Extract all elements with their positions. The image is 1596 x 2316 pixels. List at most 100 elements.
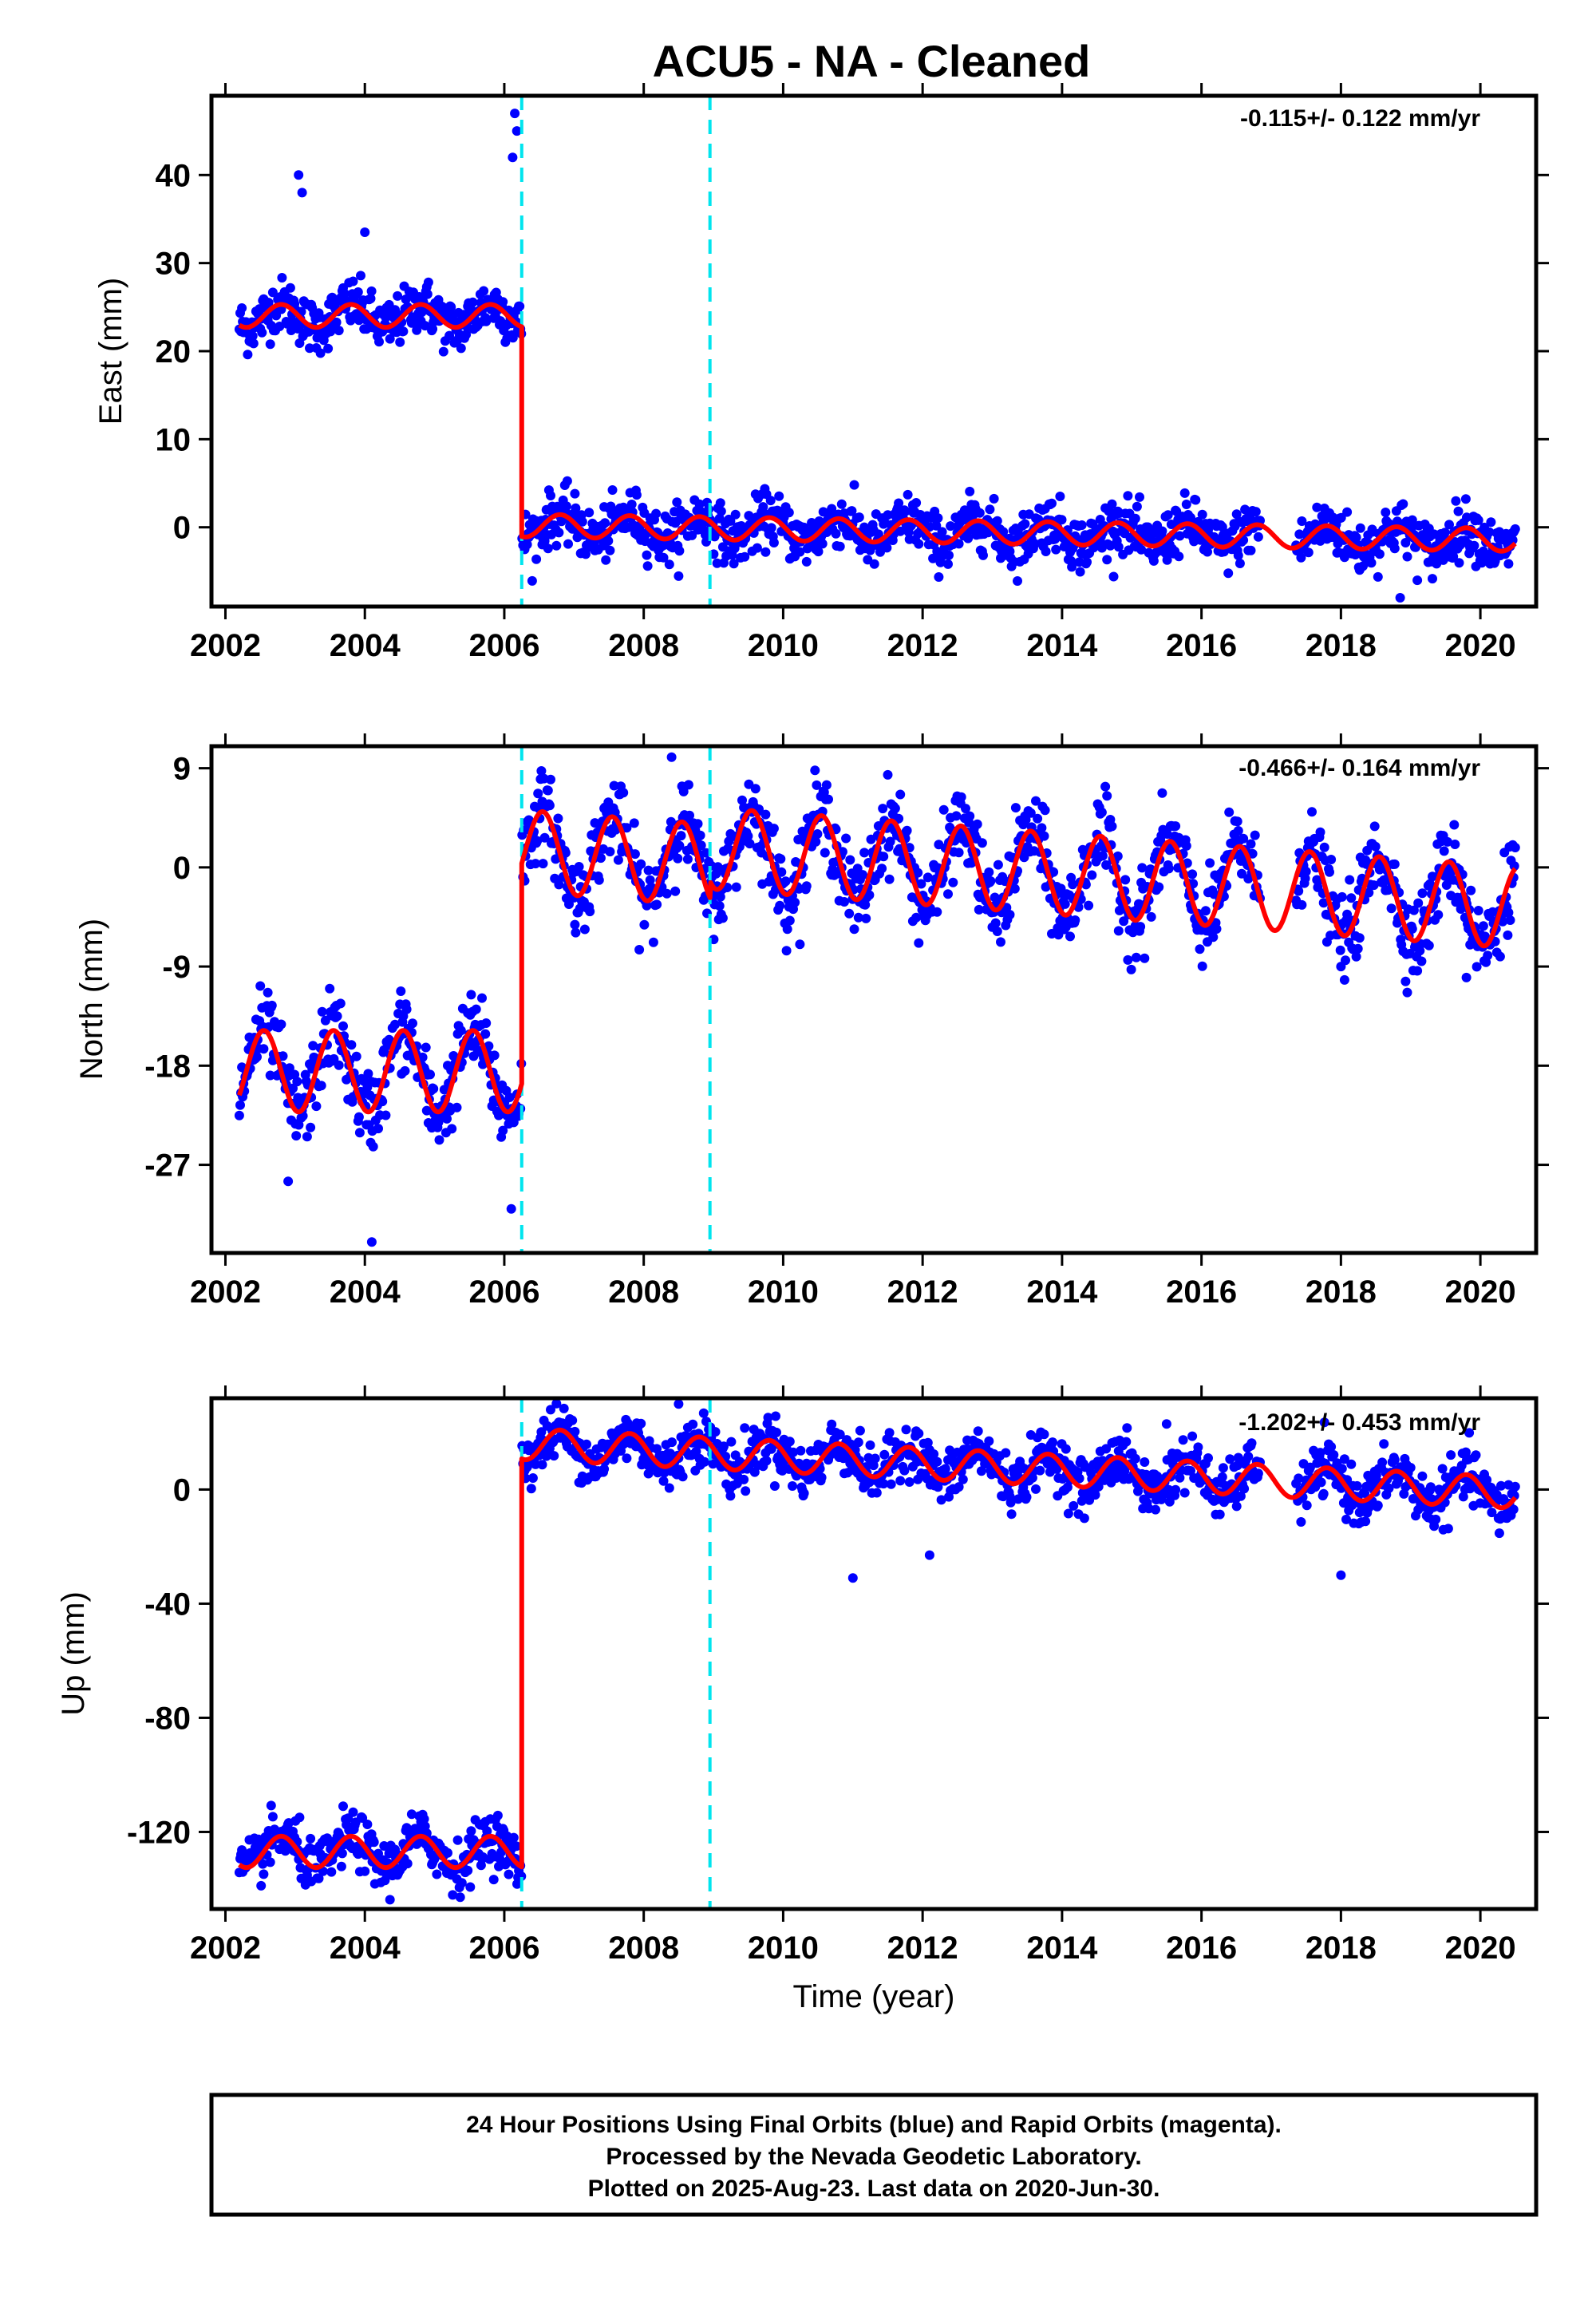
data-point	[1140, 953, 1150, 963]
data-point	[553, 813, 563, 824]
data-point	[740, 551, 750, 562]
data-point	[306, 1833, 316, 1844]
data-point	[1048, 1437, 1057, 1448]
data-point	[1084, 900, 1094, 911]
data-point	[796, 1445, 806, 1456]
data-point	[302, 1132, 312, 1142]
data-point	[1187, 869, 1198, 879]
data-point	[652, 899, 662, 910]
data-point	[715, 498, 725, 508]
data-point	[292, 1077, 302, 1087]
data-point	[820, 848, 830, 858]
data-point	[613, 855, 623, 865]
data-point	[1215, 1509, 1225, 1520]
data-point	[1507, 535, 1518, 545]
data-point	[1174, 551, 1184, 562]
panel-north: North (mm) -0.466+/- 0.164 mm/yr 90-9-18…	[74, 733, 1549, 1310]
data-point	[666, 816, 676, 827]
data-point	[932, 1456, 942, 1467]
data-point	[824, 794, 833, 804]
data-point	[1294, 529, 1305, 539]
data-point	[799, 1488, 809, 1499]
panel-up: Up (mm) -1.202+/- 0.453 mm/yr 0-40-80-12…	[56, 1385, 1549, 1966]
data-point	[1047, 498, 1057, 508]
x-tick-label: 2008	[608, 628, 679, 663]
data-point	[1495, 951, 1505, 962]
data-point	[883, 769, 893, 780]
data-point	[670, 886, 681, 896]
data-point	[914, 1429, 924, 1439]
data-point	[531, 859, 541, 869]
data-point	[526, 1484, 536, 1494]
data-point	[252, 1052, 262, 1062]
data-point	[1483, 951, 1493, 961]
data-point	[626, 500, 637, 509]
data-point	[1307, 807, 1317, 817]
data-point	[1231, 509, 1242, 520]
data-point	[1123, 491, 1133, 501]
data-point	[904, 1477, 915, 1487]
data-point	[760, 809, 771, 820]
data-point	[1353, 943, 1363, 954]
data-point	[1402, 987, 1412, 998]
data-point	[1217, 522, 1227, 532]
panel-east-model-curve	[237, 302, 1517, 554]
data-point	[895, 789, 906, 800]
data-point	[1471, 1450, 1481, 1460]
data-point	[984, 1436, 994, 1446]
data-point-outlier	[508, 152, 518, 163]
data-point	[1163, 510, 1173, 520]
data-point	[346, 1040, 357, 1050]
data-point	[827, 504, 837, 514]
data-point	[1407, 515, 1417, 525]
data-point	[571, 503, 581, 513]
x-tick-label: 2018	[1306, 628, 1377, 663]
data-point	[1428, 574, 1437, 584]
y-tick-label: 10	[156, 422, 192, 457]
data-point	[958, 1474, 968, 1484]
data-point	[1123, 954, 1133, 965]
data-point	[1335, 945, 1345, 955]
panel-east-points	[234, 109, 1520, 603]
data-point	[1405, 1463, 1416, 1472]
data-point	[700, 530, 710, 539]
data-point	[739, 1474, 749, 1484]
data-point	[527, 1473, 538, 1483]
data-point	[664, 559, 674, 570]
data-point	[336, 1861, 346, 1871]
data-point	[1178, 1435, 1188, 1445]
data-point	[1203, 547, 1212, 557]
data-point	[974, 508, 985, 518]
data-point	[1090, 1490, 1100, 1500]
data-point	[527, 575, 537, 586]
data-point	[263, 987, 273, 998]
data-point	[393, 290, 403, 301]
data-point	[481, 316, 492, 326]
y-tick-label: 9	[173, 752, 191, 787]
data-point	[334, 1060, 344, 1070]
data-point	[284, 1063, 294, 1073]
data-point	[1051, 544, 1061, 555]
data-point	[428, 324, 438, 334]
data-point	[1097, 851, 1108, 861]
data-point	[1100, 781, 1111, 792]
data-point	[1181, 840, 1191, 851]
data-point	[574, 862, 584, 871]
data-point	[559, 1403, 569, 1413]
data-point	[673, 853, 683, 864]
data-point	[1175, 531, 1185, 541]
data-point	[845, 855, 855, 865]
data-point	[267, 287, 278, 298]
panel-north-points	[234, 752, 1520, 1247]
data-point	[901, 1425, 911, 1435]
data-point	[1126, 964, 1136, 974]
data-point	[715, 891, 725, 902]
data-point	[563, 539, 573, 549]
data-point	[477, 993, 487, 1003]
data-point	[989, 493, 999, 504]
data-point	[765, 496, 776, 506]
data-point	[801, 881, 812, 891]
data-point	[1486, 517, 1496, 528]
data-point	[335, 998, 346, 1009]
